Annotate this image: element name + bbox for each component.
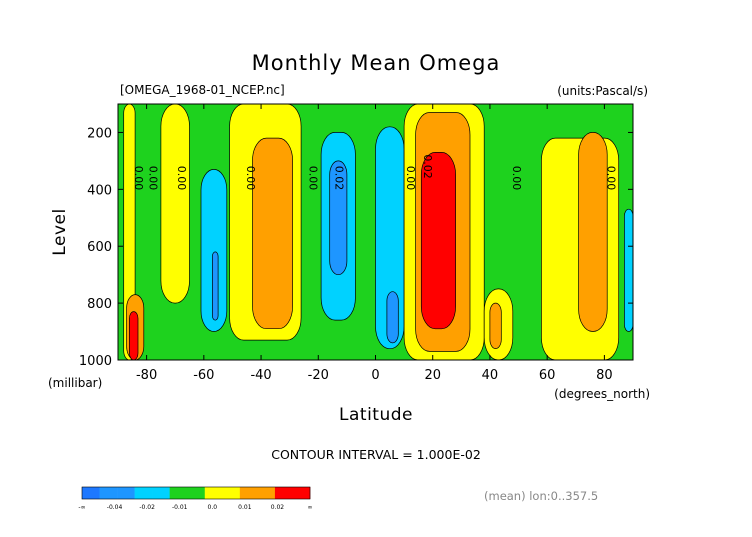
contour-label-8: 0.00 xyxy=(510,166,523,191)
colorbar-swatch-12 xyxy=(292,487,311,499)
contour-label-5: 0.02 xyxy=(332,166,345,191)
contour-region-14 xyxy=(489,302,502,349)
contour-label-3: 0.00 xyxy=(244,166,257,191)
y-tick-label-4: 1000 xyxy=(79,354,112,369)
chart-title: Monthly Mean Omega xyxy=(252,51,501,75)
contour-region-9 xyxy=(386,291,399,344)
units-label: (units:Pascal/s) xyxy=(557,84,648,98)
contour-label-4: 0.00 xyxy=(307,166,320,191)
x-tick-label-6: 40 xyxy=(482,368,499,383)
x-axis-title: Latitude xyxy=(339,405,413,425)
y-tick-label-2: 600 xyxy=(87,240,112,255)
y-tick-label-3: 800 xyxy=(87,297,112,312)
colorbar-label-4: 0.0 xyxy=(208,504,218,511)
colorbar-label-2: -0.02 xyxy=(139,504,155,511)
colorbar-swatch-11 xyxy=(274,487,293,499)
colorbar-label-1: -0.04 xyxy=(107,504,123,511)
contour-region-7 xyxy=(329,160,348,276)
colorbar-swatch-9 xyxy=(239,487,258,499)
contour-labels: 0.00 0.00 0.00 0.00 0.00 0.02 0.00 0.02 0.00 0.00 xyxy=(132,154,617,190)
contour-region-4 xyxy=(200,169,228,332)
colorbar-swatch-2 xyxy=(117,487,135,499)
colorbar-swatch-5 xyxy=(169,487,188,499)
x-tick-label-8: 80 xyxy=(596,368,613,383)
y-axis-title: Level xyxy=(50,208,70,255)
contour-label-9: 0.00 xyxy=(604,166,617,191)
colorbar-swatch-4 xyxy=(152,487,170,499)
contour-region-16 xyxy=(578,132,608,332)
contour-region-3 xyxy=(252,137,293,330)
colorbar-label-0: -∞ xyxy=(78,504,85,511)
y-tick-label-0: 200 xyxy=(87,126,112,141)
colorbar-swatch-0 xyxy=(82,487,100,499)
contour-label-2: 0.00 xyxy=(175,166,188,191)
colorbar-label-3: -0.01 xyxy=(172,504,188,511)
x-tick-label-0: -80 xyxy=(136,368,157,383)
colorbar-swatch-7 xyxy=(204,487,223,499)
contour-region-5 xyxy=(212,251,219,321)
colorbar-swatch-3 xyxy=(134,487,153,499)
contour-label-6: 0.00 xyxy=(404,166,417,191)
colorbar-label-7: ∞ xyxy=(308,504,313,511)
x-tick-label-7: 60 xyxy=(539,368,556,383)
contour-label-7: 0.02 xyxy=(421,154,434,179)
axes: -80 -60 -40 -20 0 20 40 60 80 200 400 600 800 1000 xyxy=(79,104,633,383)
file-label: [OMEGA_1968-01_NCEP.nc] xyxy=(120,83,285,97)
colorbar-label-6: 0.02 xyxy=(271,504,285,511)
contour-region-1 xyxy=(160,104,190,304)
x-tick-label-3: -20 xyxy=(308,368,329,383)
contour-region-19 xyxy=(129,311,139,360)
contour-label-1: 0.00 xyxy=(146,166,159,191)
x-tick-label-1: -60 xyxy=(193,368,214,383)
colorbar-swatch-6 xyxy=(187,487,206,499)
colorbar: -∞ -0.04 -0.02 -0.01 0.0 0.01 0.02 ∞ xyxy=(78,486,313,511)
contour-interval-label: CONTOUR INTERVAL = 1.000E-02 xyxy=(271,447,481,462)
colorbar-swatch-10 xyxy=(257,487,276,499)
colorbar-swatch-8 xyxy=(222,487,241,499)
y-tick-label-1: 400 xyxy=(87,183,112,198)
contour-label-0: 0.00 xyxy=(132,166,145,191)
mean-label: (mean) lon:0..357.5 xyxy=(484,489,598,503)
colorbar-frame xyxy=(81,486,311,500)
x-axis-units: (degrees_north) xyxy=(554,387,650,401)
x-tick-label-5: 20 xyxy=(424,368,441,383)
colorbar-swatch-1 xyxy=(99,487,118,499)
x-tick-label-2: -40 xyxy=(250,368,271,383)
plot-area xyxy=(118,104,633,360)
x-tick-label-4: 0 xyxy=(371,368,379,383)
y-axis-units: (millibar) xyxy=(48,376,102,390)
contour-region-12 xyxy=(420,152,456,330)
contour-region-17 xyxy=(624,208,633,332)
colorbar-label-5: 0.01 xyxy=(238,504,252,511)
